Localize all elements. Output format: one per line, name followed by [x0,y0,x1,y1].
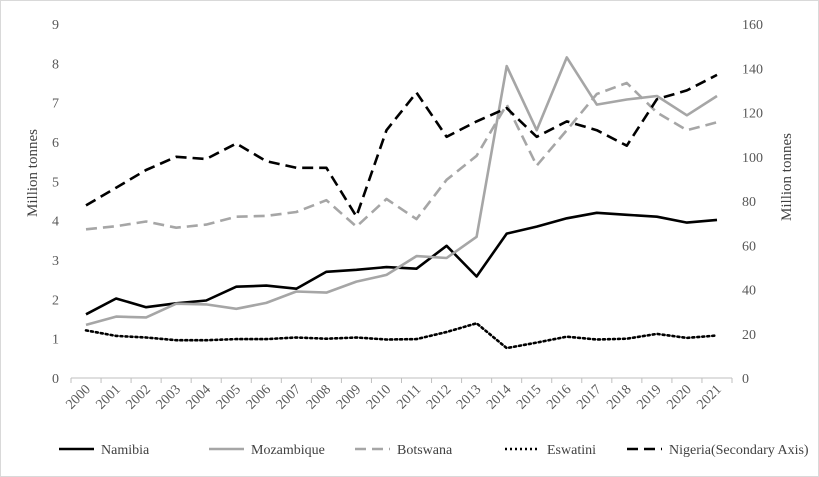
series-line-mozambique [85,56,718,327]
x-tick-label: 2001 [93,382,123,412]
y2-tick-label: 80 [742,195,756,210]
x-tick-label: 2019 [634,382,664,412]
x-tick-label: 2010 [364,382,394,412]
series-lines [84,56,719,350]
x-tick-label: 2020 [664,382,694,412]
secondary-y-axis-title: Million tonnes [779,133,795,221]
y2-tick-label: 100 [742,151,763,166]
series-line-nigeria-secondary-axis [85,73,718,218]
x-tick-label: 2011 [394,382,424,412]
series-line-namibia [85,211,718,316]
legend-label: Eswatini [547,443,596,458]
x-tick-label: 2018 [604,382,634,412]
legend-label: Namibia [101,443,150,458]
legend-label: Nigeria(Secondary Axis) [669,443,809,458]
x-tick-label: 2013 [454,382,484,412]
y-tick-label: 1 [52,333,59,348]
y-tick-label: 3 [52,254,59,269]
x-tick-label: 2006 [244,382,274,412]
y-tick-label: 8 [52,57,59,72]
series-line-eswatini [84,321,719,350]
x-tick-label: 2015 [514,382,544,412]
x-tick-label: 2000 [63,382,93,412]
x-tick-label: 2017 [574,382,604,412]
x-tick-label: 2021 [694,382,724,412]
y2-tick-label: 0 [742,372,749,387]
y2-tick-label: 120 [742,107,763,122]
primary-y-axis-title: Million tonnes [25,129,41,217]
series-line-botswana [85,81,718,231]
y2-tick-label: 140 [742,62,763,77]
x-tick-label: 2016 [544,382,574,412]
x-tick-label: 2014 [484,382,514,412]
y2-tick-label: 20 [742,328,756,343]
y2-tick-label: 160 [742,18,763,33]
x-tick-label: 2005 [214,382,244,412]
x-tick-label: 2007 [274,382,304,412]
legend: Namibia Mozambique Botswana Eswatini Nigeria… [59,443,809,458]
y-tick-label: 6 [52,136,59,151]
x-tick-label: 2012 [424,382,454,412]
x-tick-label: 2002 [124,382,154,412]
legend-label: Mozambique [251,443,325,458]
y2-tick-label: 60 [742,239,756,254]
legend-label: Botswana [397,443,453,458]
x-tick-label: 2003 [154,382,184,412]
y2-tick-label: 40 [742,284,756,299]
y-tick-label: 4 [52,215,59,230]
y-tick-label: 7 [52,97,59,112]
x-tick-label: 2009 [334,382,364,412]
axes [70,377,733,383]
x-tick-label: 2004 [184,382,214,412]
y-tick-label: 2 [52,293,59,308]
y-tick-label: 0 [52,372,59,387]
y-tick-label: 5 [52,175,59,190]
x-tick-label: 2008 [304,382,334,412]
y-tick-label: 9 [52,18,59,33]
